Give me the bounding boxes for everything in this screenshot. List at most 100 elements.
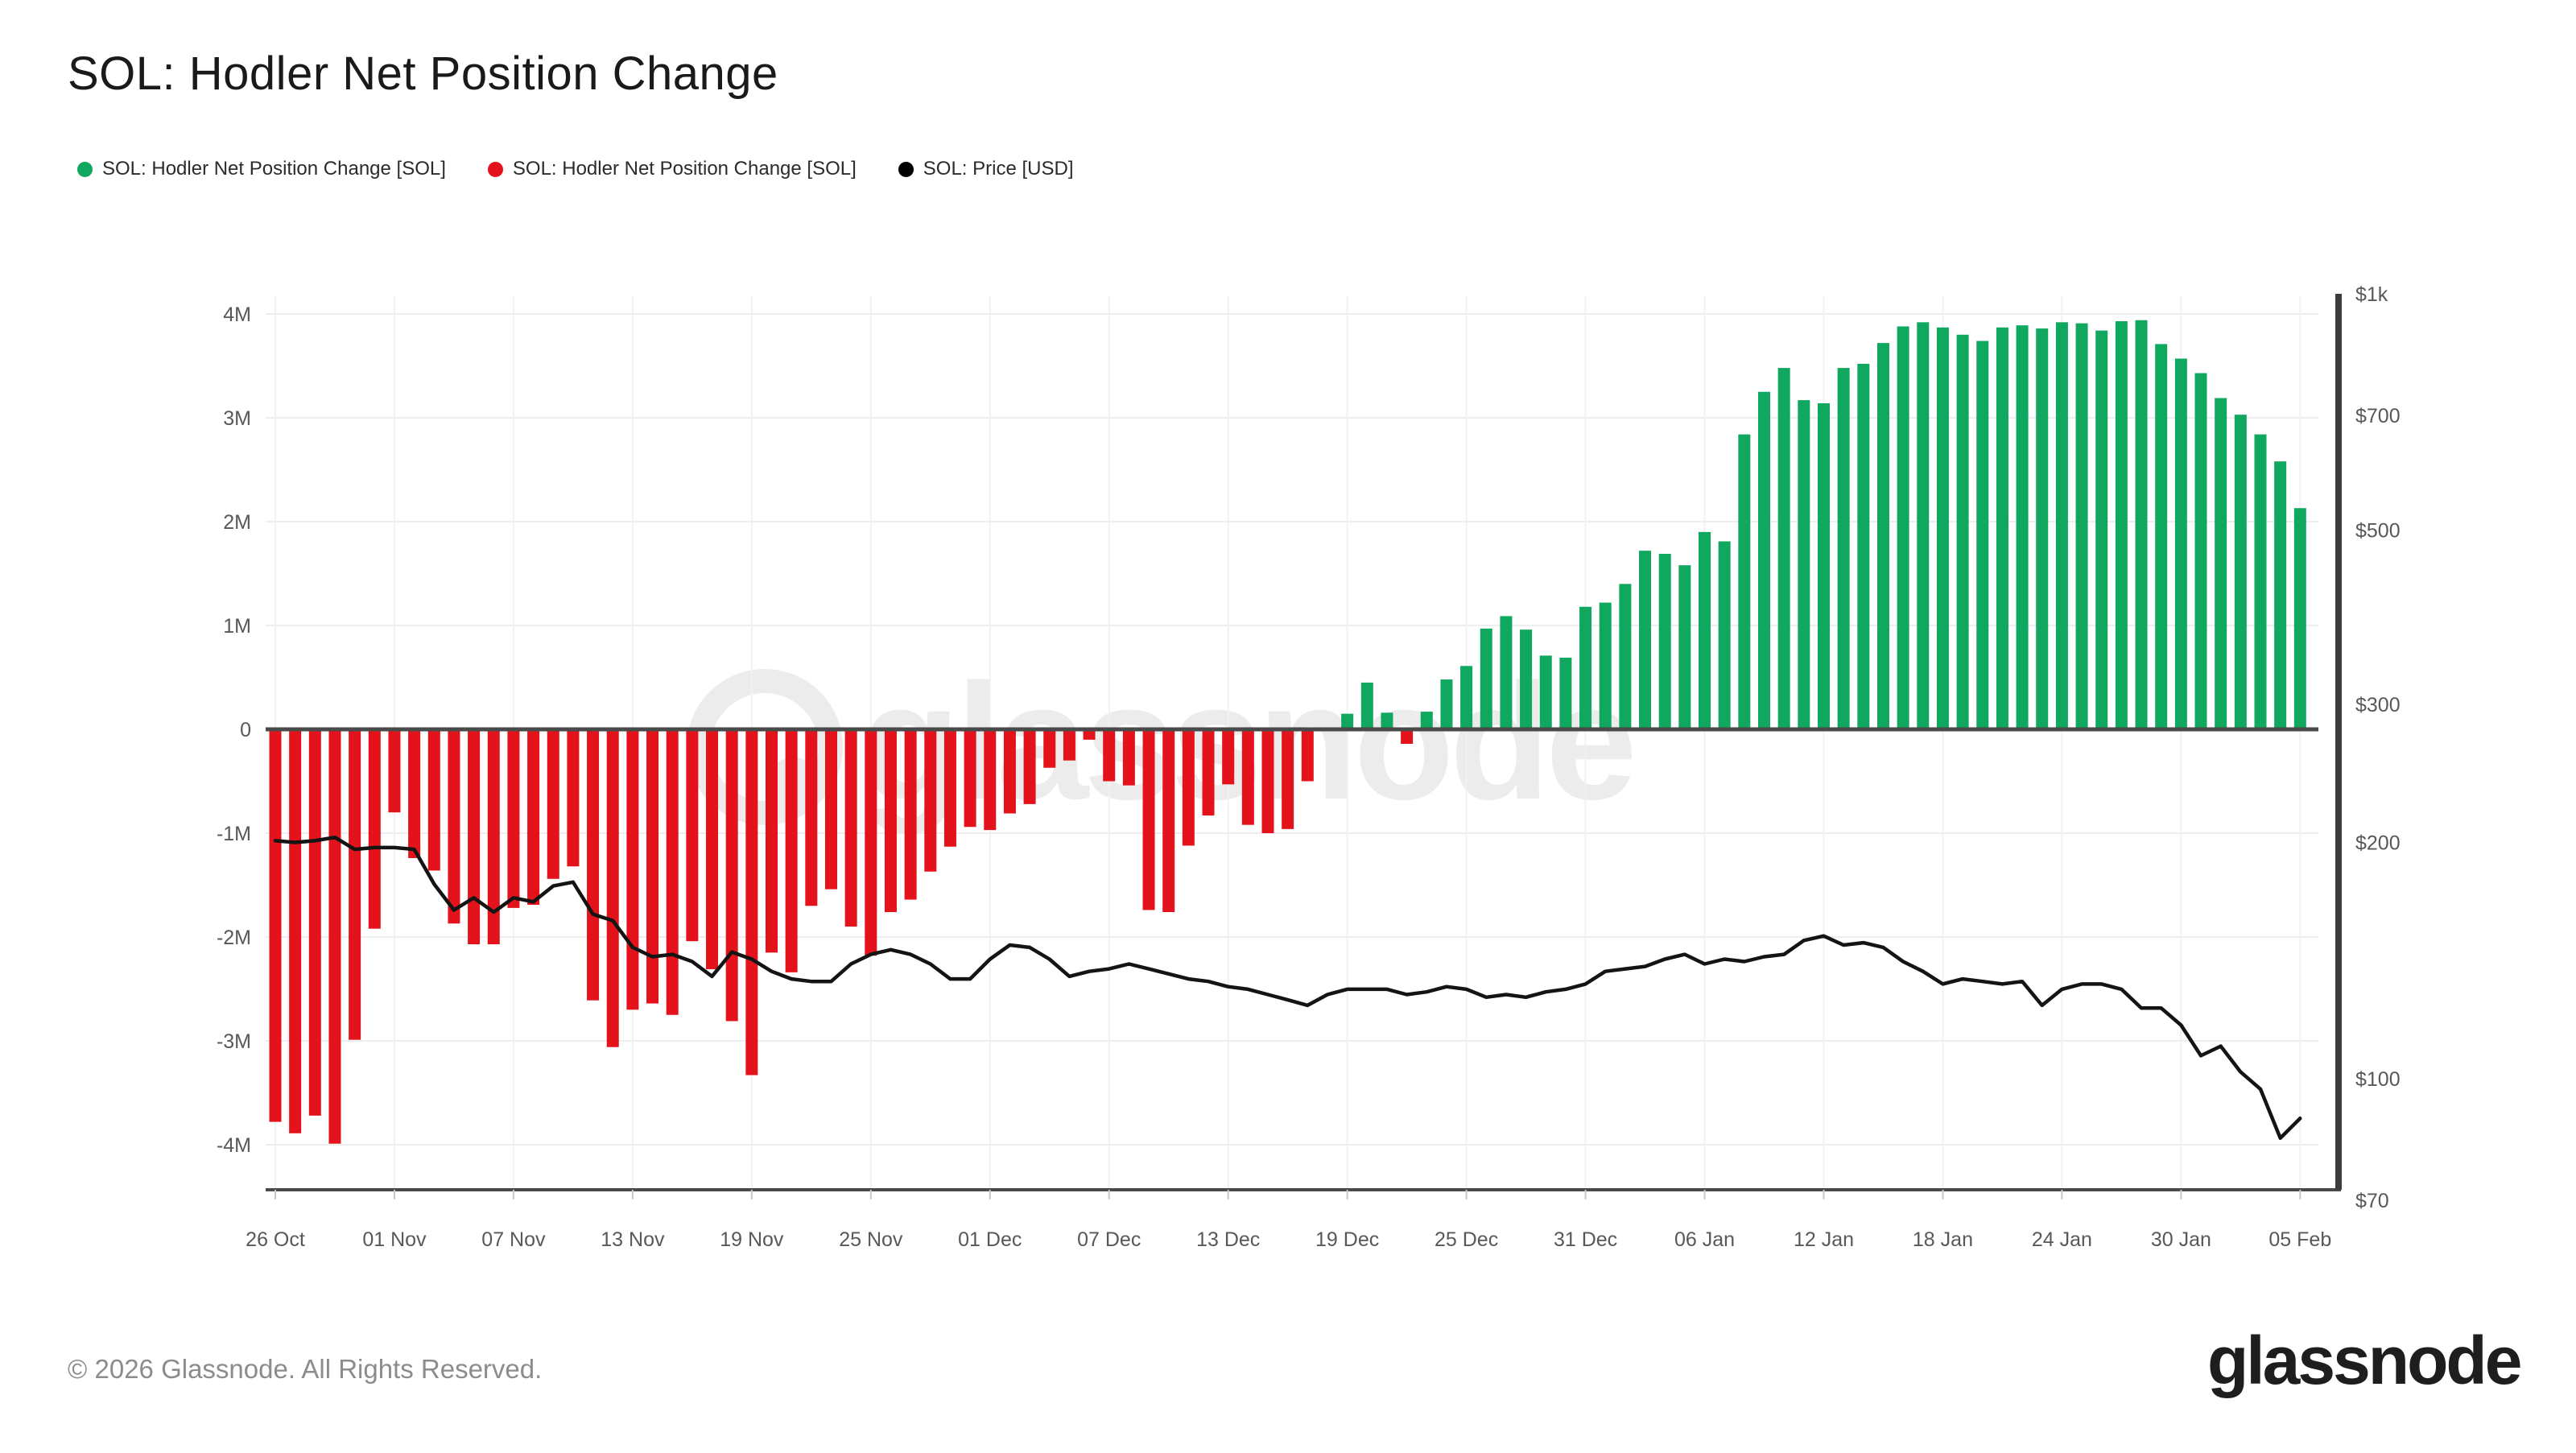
bar (2095, 330, 2108, 729)
red-dot-icon (487, 161, 503, 177)
bar (2055, 322, 2068, 729)
x-tick-label: 13 Nov (601, 1228, 665, 1251)
page-title: SOL: Hodler Net Position Change (68, 47, 778, 100)
bar (448, 729, 460, 924)
bar (1440, 679, 1453, 729)
left-tick-label: 2M (223, 511, 251, 534)
bar (943, 729, 956, 847)
legend-item-price[interactable]: SOL: Price [USD] (898, 158, 1074, 180)
bar (1639, 551, 1652, 729)
bar (984, 729, 997, 831)
x-tick-label: 24 Jan (2032, 1228, 2092, 1251)
bar (2016, 325, 2029, 729)
right-tick-label: $700 (2355, 405, 2401, 427)
bar (686, 729, 699, 942)
bar (1122, 729, 1135, 786)
x-tick-label: 05 Feb (2268, 1228, 2331, 1251)
bar (1897, 326, 1909, 729)
bar (1182, 729, 1195, 846)
left-tick-label: 3M (223, 407, 251, 430)
bar (527, 729, 540, 906)
legend-label: SOL: Hodler Net Position Change [SOL] (102, 158, 446, 180)
bar (2254, 434, 2267, 729)
bar (2174, 358, 2187, 729)
x-tick-label: 13 Dec (1196, 1228, 1260, 1251)
bar (1003, 729, 1016, 814)
price-line[interactable] (273, 835, 2302, 1141)
bar (2155, 344, 2168, 729)
bar (1500, 616, 1513, 729)
legend-item-positive[interactable]: SOL: Hodler Net Position Change [SOL] (77, 158, 446, 180)
bar (487, 729, 500, 945)
bars-positive[interactable] (1341, 320, 2306, 729)
bar (884, 729, 897, 913)
bar (706, 729, 719, 969)
bar (1023, 729, 1036, 804)
left-tick-label: 0 (240, 719, 251, 741)
legend-item-negative[interactable]: SOL: Hodler Net Position Change [SOL] (487, 158, 857, 180)
bar (1996, 327, 2008, 729)
bar (408, 729, 421, 858)
bar (2274, 461, 2287, 729)
bar (1202, 729, 1215, 816)
bar (1876, 343, 1889, 729)
left-tick-label: 4M (223, 303, 251, 326)
bar (349, 729, 361, 1040)
x-tick-label: 18 Jan (1913, 1228, 1973, 1251)
bar (725, 729, 738, 1022)
bar (1043, 729, 1056, 768)
x-tick-label: 26 Oct (246, 1228, 305, 1251)
bar (1718, 541, 1731, 729)
bar (2293, 508, 2306, 729)
left-tick-label: 1M (223, 615, 251, 638)
bar (844, 729, 857, 927)
copyright-text: © 2026 Glassnode. All Rights Reserved. (68, 1354, 543, 1384)
x-tick-label: 31 Dec (1554, 1228, 1617, 1251)
bar (1083, 729, 1096, 740)
bars-negative[interactable] (269, 729, 1414, 1144)
right-tick-label: $200 (2355, 832, 2401, 854)
bar (1401, 729, 1414, 745)
bar (1956, 334, 1969, 729)
bar (1261, 729, 1274, 833)
bar (1976, 341, 1989, 729)
bar (1241, 729, 1254, 825)
bar (1103, 729, 1116, 782)
bar (1142, 729, 1155, 910)
bar (1460, 666, 1473, 729)
bar (1282, 729, 1294, 829)
bar (1817, 402, 1830, 729)
bar (1162, 729, 1175, 913)
bar (2135, 320, 2148, 729)
bar (1837, 368, 1850, 729)
bar (606, 729, 619, 1047)
x-tick-label: 12 Jan (1794, 1228, 1854, 1251)
bar (2115, 321, 2128, 729)
bar (904, 729, 917, 900)
bar (1917, 322, 1930, 729)
bar (289, 729, 302, 1133)
bar (388, 729, 401, 813)
bar (1777, 368, 1790, 729)
bar (1936, 327, 1949, 729)
bar (1381, 712, 1393, 729)
bar (646, 729, 659, 1004)
bar (2215, 398, 2227, 729)
bar (1579, 606, 1592, 729)
bar (1658, 553, 1671, 729)
bar (1222, 729, 1235, 785)
bar (269, 729, 282, 1122)
black-dot-icon (898, 161, 914, 177)
bar (1599, 602, 1612, 729)
bar (468, 729, 481, 945)
x-tick-label: 06 Jan (1674, 1228, 1735, 1251)
legend-label: SOL: Hodler Net Position Change [SOL] (512, 158, 857, 180)
axis-ticks: 26 Oct 01 Nov 07 Nov 13 Nov 19 Nov 25 Nov 01 D… (217, 283, 2401, 1251)
legend: SOL: Hodler Net Position Change [SOL] SO… (77, 158, 1074, 180)
x-tick-label: 25 Dec (1435, 1228, 1498, 1251)
bar (745, 729, 758, 1075)
bar (1559, 657, 1572, 729)
x-tick-label: 07 Dec (1077, 1228, 1141, 1251)
